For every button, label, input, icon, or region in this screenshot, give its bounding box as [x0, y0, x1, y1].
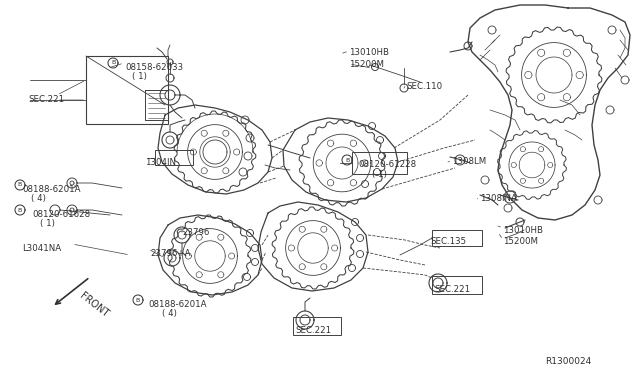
Text: B: B — [18, 208, 22, 212]
Text: 23796+A: 23796+A — [150, 249, 191, 258]
Text: SEC.221: SEC.221 — [434, 285, 470, 294]
Text: 23796: 23796 — [182, 228, 209, 237]
Text: R1300024: R1300024 — [545, 357, 591, 366]
Text: ( 1): ( 1) — [132, 72, 147, 81]
Text: 15200M: 15200M — [349, 60, 384, 69]
Bar — [155, 150, 193, 165]
Text: SEC.221: SEC.221 — [28, 95, 64, 104]
Text: 13010HB: 13010HB — [503, 226, 543, 235]
Text: 08158-62033: 08158-62033 — [125, 63, 183, 72]
Bar — [432, 276, 482, 294]
Bar — [432, 230, 482, 246]
Bar — [352, 152, 407, 174]
Text: ( 4): ( 4) — [31, 194, 46, 203]
Text: 13010HB: 13010HB — [349, 48, 389, 57]
Text: ( 1): ( 1) — [372, 170, 387, 179]
Text: B: B — [111, 61, 115, 65]
Text: 08120-61228: 08120-61228 — [358, 160, 416, 169]
Text: B: B — [136, 298, 140, 302]
Text: 1308LM: 1308LM — [452, 157, 486, 166]
Text: SEC.221: SEC.221 — [295, 326, 331, 335]
Text: 08120-61628: 08120-61628 — [32, 210, 90, 219]
Text: B: B — [345, 157, 349, 163]
Text: FRONT: FRONT — [78, 291, 111, 320]
Text: 15200M: 15200M — [503, 237, 538, 246]
Text: SEC.110: SEC.110 — [406, 82, 442, 91]
Text: B: B — [18, 183, 22, 187]
Bar — [86, 56, 168, 124]
Text: 1308INA: 1308INA — [480, 194, 517, 203]
Text: ( 1): ( 1) — [40, 219, 55, 228]
Text: SEC.135: SEC.135 — [430, 237, 466, 246]
Bar — [293, 317, 341, 335]
Text: 08188-6201A: 08188-6201A — [148, 300, 207, 309]
Text: 1304IN: 1304IN — [145, 158, 176, 167]
Text: ( 4): ( 4) — [162, 309, 177, 318]
Text: L3041NA: L3041NA — [22, 244, 61, 253]
Text: 08188-6201A: 08188-6201A — [22, 185, 81, 194]
